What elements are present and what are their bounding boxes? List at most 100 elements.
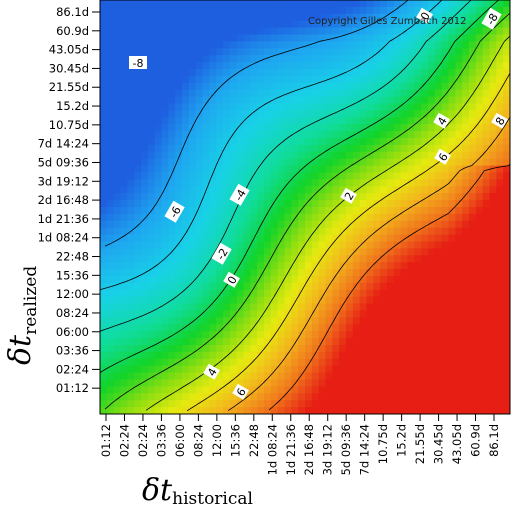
- x-tick-label: 60.9d: [469, 424, 483, 457]
- heatmap-cell: [339, 338, 347, 346]
- contour-line: [100, 0, 443, 291]
- heatmap-cell: [277, 69, 286, 77]
- heatmap-cell: [407, 200, 415, 208]
- heatmap-cell: [400, 117, 409, 125]
- heatmap-cell: [400, 89, 409, 98]
- heatmap-cell: [202, 207, 210, 215]
- heatmap-cell: [455, 75, 463, 84]
- heatmap-cell: [489, 386, 497, 394]
- heatmap-cell: [298, 186, 306, 194]
- heatmap-cell: [448, 165, 456, 174]
- heatmap-cell: [202, 158, 210, 167]
- heatmap-cell: [264, 172, 272, 180]
- heatmap-cell: [154, 158, 163, 167]
- heatmap-cell: [414, 41, 422, 49]
- heatmap-cell: [236, 372, 245, 381]
- heatmap-cell: [373, 303, 381, 312]
- heatmap-cell: [448, 34, 456, 42]
- heatmap-cell: [503, 62, 510, 70]
- heatmap-cell: [496, 379, 504, 387]
- heatmap-cell: [475, 358, 484, 367]
- heatmap-cell: [475, 234, 484, 243]
- heatmap-cell: [291, 227, 299, 236]
- heatmap-cell: [346, 34, 354, 42]
- heatmap-cell: [489, 372, 497, 381]
- heatmap-cell: [236, 248, 245, 256]
- heatmap-cell: [175, 255, 183, 263]
- heatmap-cell: [134, 310, 142, 318]
- heatmap-cell: [141, 289, 149, 298]
- heatmap-cell: [393, 144, 402, 153]
- heatmap-cell: [257, 27, 265, 36]
- heatmap-cell: [407, 317, 415, 325]
- heatmap-cell: [346, 358, 354, 367]
- heatmap-cell: [100, 282, 108, 291]
- heatmap-cell: [291, 289, 299, 298]
- heatmap-cell: [236, 310, 245, 318]
- heatmap-cell: [250, 96, 258, 105]
- heatmap-cell: [448, 331, 456, 339]
- heatmap-cell: [318, 276, 327, 284]
- heatmap-cell: [503, 372, 510, 381]
- heatmap-cell: [400, 303, 409, 312]
- heatmap-cell: [455, 0, 463, 8]
- heatmap-cell: [223, 0, 231, 8]
- heatmap-cell: [496, 227, 504, 236]
- heatmap-cell: [503, 248, 510, 256]
- heatmap-cell: [346, 324, 354, 332]
- heatmap-cell: [127, 400, 135, 408]
- heatmap-cell: [462, 393, 470, 401]
- heatmap-cell: [277, 262, 286, 270]
- heatmap-cell: [229, 62, 238, 70]
- heatmap-cell: [421, 400, 429, 408]
- heatmap-cell: [277, 213, 286, 222]
- heatmap-cell: [428, 103, 436, 111]
- heatmap-cell: [482, 338, 491, 346]
- heatmap-cell: [455, 207, 463, 215]
- heatmap-cell: [223, 96, 231, 105]
- heatmap-cell: [414, 0, 422, 8]
- heatmap-cell: [154, 103, 163, 111]
- heatmap-cell: [434, 82, 443, 91]
- heatmap-cell: [284, 144, 292, 153]
- heatmap-cell: [496, 55, 504, 63]
- heatmap-cell: [393, 296, 402, 305]
- heatmap-cell: [106, 338, 115, 346]
- heatmap-cell: [339, 131, 347, 139]
- heatmap-cell: [113, 351, 122, 360]
- heatmap-cell: [147, 103, 156, 111]
- heatmap-cell: [127, 131, 135, 139]
- heatmap-cell: [141, 241, 149, 249]
- heatmap-cell: [400, 269, 409, 277]
- heatmap-cell: [195, 89, 204, 98]
- heatmap-cell: [428, 82, 436, 91]
- x-tick-label: 3d 19:12: [321, 424, 335, 475]
- heatmap-cell: [175, 407, 183, 414]
- heatmap-cell: [455, 345, 463, 353]
- heatmap-cell: [188, 220, 197, 229]
- heatmap-cell: [127, 158, 135, 167]
- heatmap-cell: [339, 48, 347, 56]
- heatmap-cell: [134, 351, 142, 360]
- heatmap-cell: [298, 365, 306, 374]
- heatmap-cell: [339, 220, 347, 229]
- heatmap-cell: [113, 96, 122, 105]
- heatmap-cell: [346, 310, 354, 318]
- heatmap-cell: [182, 117, 190, 125]
- heatmap-cell: [100, 89, 108, 98]
- heatmap-cell: [489, 393, 497, 401]
- heatmap-cell: [100, 20, 108, 29]
- heatmap-cell: [141, 248, 149, 256]
- heatmap-cell: [373, 207, 381, 215]
- heatmap-cell: [209, 234, 217, 243]
- x-tick-label: 15.2d: [395, 424, 409, 457]
- heatmap-cell: [387, 69, 395, 77]
- heatmap-cell: [106, 131, 115, 139]
- heatmap-cell: [154, 269, 163, 277]
- heatmap-cell: [400, 393, 409, 401]
- heatmap-cell: [489, 172, 497, 180]
- heatmap-cell: [455, 55, 463, 63]
- heatmap-cell: [120, 193, 128, 201]
- heatmap-cell: [407, 117, 415, 125]
- heatmap-cell: [229, 165, 238, 174]
